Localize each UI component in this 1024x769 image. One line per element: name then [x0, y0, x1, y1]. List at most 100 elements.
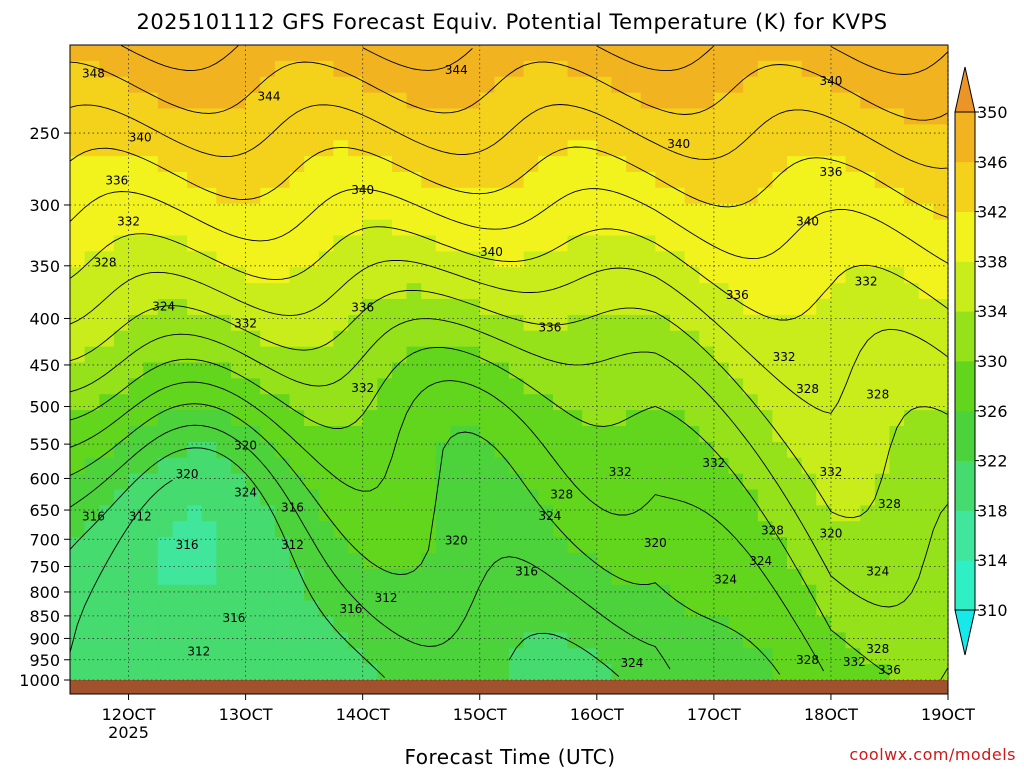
- heatmap-cell: [874, 76, 891, 94]
- heatmap-cell: [699, 140, 715, 157]
- heatmap-cell: [713, 314, 730, 332]
- heatmap-cell: [801, 584, 817, 602]
- heatmap-cell: [918, 140, 934, 157]
- heatmap-cell: [406, 394, 422, 411]
- heatmap-cell: [333, 362, 349, 379]
- heatmap-cell: [172, 489, 188, 506]
- heatmap-cell: [904, 553, 920, 570]
- heatmap-cell: [230, 521, 247, 538]
- heatmap-cell: [450, 537, 466, 554]
- heatmap-cell: [626, 187, 642, 205]
- heatmap-cell: [757, 187, 773, 205]
- heatmap-cell: [289, 553, 305, 570]
- contour-label: 320: [819, 527, 842, 541]
- heatmap-cell: [787, 457, 803, 475]
- heatmap-cell: [918, 616, 934, 633]
- heatmap-cell: [669, 124, 686, 141]
- colorbar-label: 330: [977, 352, 1008, 371]
- heatmap-cell: [494, 473, 510, 491]
- heatmap-cell: [318, 441, 334, 459]
- heatmap-cell: [479, 76, 495, 94]
- heatmap-cell: [582, 394, 598, 411]
- heatmap-cell: [904, 267, 920, 284]
- heatmap-cell: [684, 378, 700, 395]
- heatmap-cell: [245, 60, 261, 78]
- heatmap-cell: [860, 473, 876, 491]
- heatmap-cell: [904, 473, 920, 491]
- heatmap-cell: [728, 473, 744, 491]
- heatmap-cell: [274, 584, 291, 602]
- heatmap-cell: [596, 203, 613, 221]
- heatmap-cell: [640, 410, 656, 427]
- heatmap-cell: [655, 378, 671, 395]
- heatmap-cell: [172, 473, 188, 491]
- heatmap-cell: [465, 362, 481, 379]
- heatmap-cell: [801, 600, 817, 618]
- heatmap-cell: [626, 378, 642, 395]
- heatmap-cell: [626, 568, 642, 586]
- heatmap-cell: [904, 299, 920, 316]
- heatmap-cell: [582, 553, 598, 570]
- heatmap-cell: [113, 378, 130, 395]
- heatmap-cell: [684, 187, 700, 205]
- y-tick-label: 550: [29, 435, 60, 454]
- heatmap-cell: [567, 473, 583, 491]
- heatmap-cell: [757, 394, 773, 411]
- credit-link[interactable]: coolwx.com/models: [849, 745, 1016, 764]
- heatmap-cell: [157, 537, 174, 554]
- heatmap-cell: [889, 457, 905, 475]
- heatmap-cell: [201, 568, 217, 586]
- heatmap-cell: [596, 267, 613, 284]
- heatmap-cell: [845, 457, 861, 475]
- heatmap-cell: [801, 108, 817, 125]
- heatmap-cell: [787, 632, 803, 649]
- heatmap-cell: [655, 505, 671, 522]
- heatmap-cell: [860, 505, 876, 522]
- y-tick-label: 750: [29, 557, 60, 576]
- heatmap-cell: [538, 426, 554, 443]
- heatmap-cell: [494, 45, 510, 62]
- heatmap-cell: [201, 156, 217, 173]
- heatmap-cell: [113, 664, 130, 681]
- heatmap-cell: [494, 203, 510, 221]
- heatmap-cell: [845, 235, 861, 252]
- heatmap-cell: [918, 632, 934, 649]
- heatmap-cell: [391, 426, 408, 443]
- heatmap-cell: [772, 92, 788, 110]
- heatmap-cell: [611, 664, 627, 681]
- heatmap-cell: [479, 553, 495, 570]
- heatmap-cell: [611, 346, 627, 364]
- heatmap-cell: [787, 664, 803, 681]
- heatmap-cell: [187, 394, 203, 411]
- heatmap-cell: [552, 441, 569, 459]
- heatmap-cell: [391, 346, 408, 364]
- heatmap-cell: [860, 267, 876, 284]
- heatmap-cell: [596, 616, 613, 633]
- heatmap-cell: [84, 187, 100, 205]
- heatmap-cell: [435, 362, 452, 379]
- heatmap-cell: [421, 156, 437, 173]
- heatmap-cell: [421, 283, 437, 300]
- heatmap-cell: [640, 314, 656, 332]
- heatmap-cell: [157, 378, 174, 395]
- heatmap-cell: [523, 108, 539, 125]
- heatmap-cell: [860, 156, 876, 173]
- heatmap-cell: [918, 521, 934, 538]
- heatmap-cell: [84, 314, 100, 332]
- colorbar-label: 346: [977, 153, 1008, 172]
- heatmap-cell: [787, 553, 803, 570]
- heatmap-cell: [377, 314, 393, 332]
- heatmap-cell: [713, 235, 730, 252]
- heatmap-cell: [377, 426, 393, 443]
- heatmap-cell: [391, 124, 408, 141]
- heatmap-cell: [713, 124, 730, 141]
- heatmap-cell: [567, 489, 583, 506]
- heatmap-cell: [304, 187, 320, 205]
- heatmap-cell: [333, 251, 349, 268]
- heatmap-cell: [450, 426, 466, 443]
- heatmap-cell: [216, 346, 232, 364]
- heatmap-cell: [801, 283, 817, 300]
- heatmap-cell: [552, 314, 569, 332]
- heatmap-cell: [538, 235, 554, 252]
- heatmap-cell: [830, 60, 847, 78]
